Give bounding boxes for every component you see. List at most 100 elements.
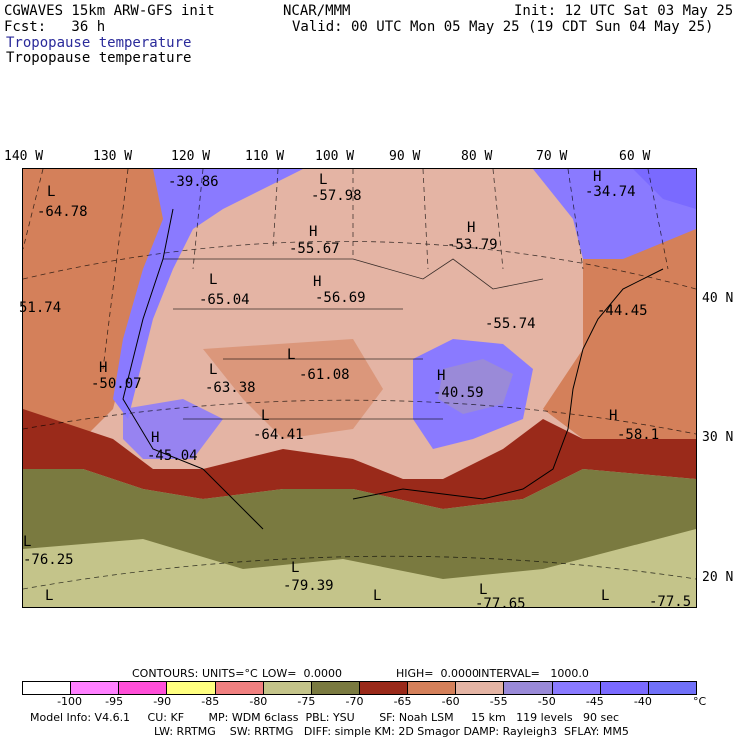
map-marker-value: -45.04 bbox=[147, 448, 198, 464]
map-marker-value: -55.74 bbox=[485, 316, 536, 332]
field-region-northeast-darkblue bbox=[633, 169, 696, 209]
map-marker-type: L bbox=[209, 272, 218, 288]
color-scale-tick-label: -50 bbox=[537, 695, 556, 708]
lon-label-80w: 80 W bbox=[461, 149, 493, 164]
init-time: Init: 12 UTC Sat 03 May 25 bbox=[514, 3, 734, 19]
lon-label-140w: 140 W bbox=[4, 149, 44, 164]
map-marker-type: H bbox=[309, 224, 318, 240]
color-scale-tick-label: -90 bbox=[153, 695, 172, 708]
map-marker-value: -34.74 bbox=[585, 184, 636, 200]
map-marker-type: L bbox=[261, 408, 270, 424]
map-marker-type: L bbox=[373, 588, 382, 604]
map-marker-value: -76.25 bbox=[23, 552, 74, 568]
map-marker-type: H bbox=[467, 220, 476, 236]
field-region-northwest-blue bbox=[113, 169, 303, 419]
map-marker-value: -65.04 bbox=[199, 292, 250, 308]
map-marker-type: H bbox=[609, 408, 618, 424]
color-scale-swatch bbox=[311, 682, 360, 694]
lon-label-100w: 100 W bbox=[315, 149, 355, 164]
lon-label-70w: 70 W bbox=[536, 149, 568, 164]
color-scale-swatch bbox=[552, 682, 601, 694]
units-label: UNITS=°C bbox=[202, 667, 258, 680]
map-marker-value: -53.79 bbox=[447, 237, 498, 253]
map-marker-value: -64.41 bbox=[253, 427, 304, 443]
map-marker-value: -58.1 bbox=[617, 427, 660, 443]
map-marker-value: 51.74 bbox=[19, 300, 62, 316]
map-marker-value: -50.07 bbox=[91, 376, 142, 392]
lon-label-90w: 90 W bbox=[389, 149, 421, 164]
map-marker-value: -39.86 bbox=[168, 174, 219, 190]
color-scale-tick-label: °C bbox=[693, 695, 707, 708]
color-scale-swatch bbox=[23, 682, 72, 694]
color-scale-swatch bbox=[263, 682, 312, 694]
lat-label-20n: 20 N bbox=[702, 570, 734, 585]
field-region-southwest-blue bbox=[123, 399, 223, 459]
lat-label-40n: 40 N bbox=[702, 291, 734, 306]
color-scale-swatch bbox=[119, 682, 168, 694]
map-marker-value: -77.5 bbox=[649, 594, 692, 610]
map-marker-value: -56.69 bbox=[315, 290, 366, 306]
color-scale-tick-label: -45 bbox=[585, 695, 604, 708]
map-marker-value: -61.08 bbox=[299, 367, 350, 383]
field-title-1: Tropopause temperature bbox=[6, 35, 192, 51]
contour-label: CONTOURS: bbox=[132, 667, 199, 680]
color-scale-swatch bbox=[167, 682, 216, 694]
lon-label-120w: 120 W bbox=[171, 149, 211, 164]
forecast-hour: Fcst: 36 h bbox=[4, 19, 106, 35]
field-region-tropical-khaki bbox=[23, 529, 696, 607]
map-marker-type: H bbox=[593, 169, 602, 185]
model-info-line1: Model Info: V4.6.1 CU: KF MP: WDM 6class… bbox=[30, 711, 620, 724]
color-scale-swatch bbox=[456, 682, 505, 694]
color-scale-swatch bbox=[408, 682, 457, 694]
color-scale-tick-label: -65 bbox=[393, 695, 412, 708]
map-marker-value: -64.78 bbox=[37, 204, 88, 220]
color-scale-tick-label: -75 bbox=[297, 695, 316, 708]
color-scale-swatch bbox=[504, 682, 553, 694]
color-scale-tick-label: -40 bbox=[633, 695, 652, 708]
tropopause-temperature-map: L -64.78 -39.86 L -57.98 H -55.67 H -53.… bbox=[19, 168, 697, 612]
model-info-line2: LW: RRTMG SW: RRTMG DIFF: simple KM: 2D … bbox=[154, 725, 629, 738]
field-region-subtropical-red bbox=[23, 409, 696, 509]
field-region-northeast-blue bbox=[533, 169, 696, 259]
color-scale-tick-label: -100 bbox=[57, 695, 83, 708]
meridian-lines bbox=[23, 169, 669, 370]
map-marker-type: L bbox=[601, 588, 610, 604]
lon-label-130w: 130 W bbox=[93, 149, 133, 164]
parallel-lines bbox=[23, 240, 696, 590]
map-marker-type: L bbox=[479, 582, 488, 598]
color-scale-bar bbox=[22, 681, 697, 695]
color-scale-swatch bbox=[359, 682, 409, 694]
model-title: CGWAVES 15km ARW-GFS init bbox=[4, 3, 215, 19]
lon-label-60w: 60 W bbox=[619, 149, 651, 164]
map-marker-type: L bbox=[23, 534, 32, 550]
map-marker-value: -55.67 bbox=[289, 241, 340, 257]
color-scale-swatch bbox=[71, 682, 120, 694]
map-marker-value: -79.39 bbox=[283, 578, 334, 594]
map-marker-type: L bbox=[287, 347, 296, 363]
map-marker-type: L bbox=[45, 588, 54, 604]
low-label: LOW= 0.0000 bbox=[262, 667, 342, 680]
field-region-west-orange bbox=[23, 169, 183, 439]
map-marker-type: L bbox=[47, 184, 56, 200]
high-label: HIGH= 0.0000 bbox=[396, 667, 480, 680]
color-scale-tick-label: -55 bbox=[489, 695, 508, 708]
map-marker-type: L bbox=[319, 172, 328, 188]
map-marker-type: L bbox=[209, 362, 218, 378]
field-region-plains-orange bbox=[203, 339, 383, 439]
color-scale-tick-label: -60 bbox=[441, 695, 460, 708]
map-marker-value: -44.45 bbox=[597, 303, 648, 319]
map-marker-value: -57.98 bbox=[311, 188, 362, 204]
map-marker-value: -63.38 bbox=[205, 380, 256, 396]
color-scale-swatch bbox=[600, 682, 649, 694]
map-marker-type: H bbox=[437, 368, 446, 384]
map-marker-value: -77.65 bbox=[475, 596, 526, 612]
field-region-ohio-lightblue bbox=[438, 359, 513, 414]
map-marker-value: -40.59 bbox=[433, 385, 484, 401]
map-marker-type: H bbox=[313, 274, 322, 290]
organization-label: NCAR/MMM bbox=[283, 3, 351, 19]
field-region-atlantic-orange bbox=[543, 229, 696, 449]
color-scale-tick-label: -70 bbox=[345, 695, 364, 708]
lon-label-110w: 110 W bbox=[245, 149, 285, 164]
color-scale-tick-label: -80 bbox=[249, 695, 268, 708]
color-scale-swatch bbox=[648, 682, 696, 694]
